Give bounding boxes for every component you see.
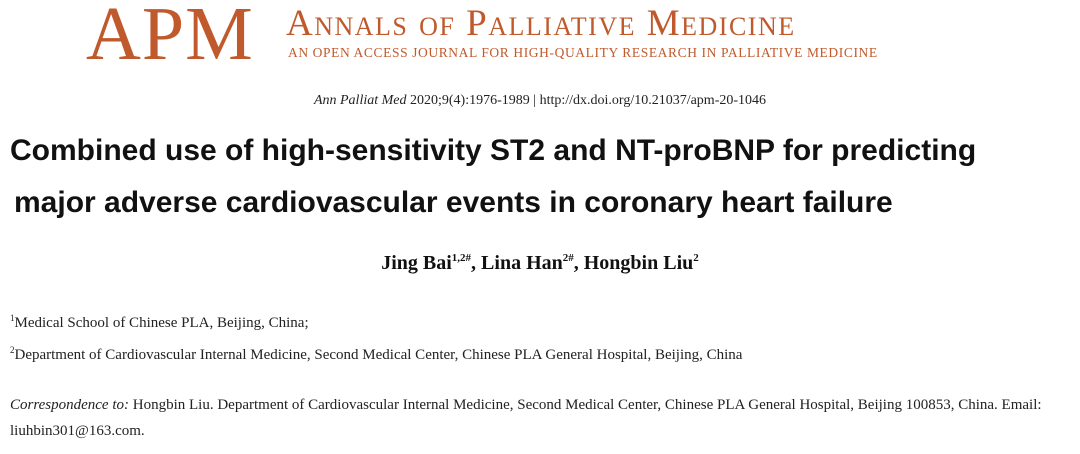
author-separator: , bbox=[471, 252, 482, 274]
affiliation-item: 1Medical School of Chinese PLA, Beijing,… bbox=[10, 313, 309, 333]
affiliation-item: 2Department of Cardiovascular Internal M… bbox=[10, 345, 742, 365]
journal-masthead: APM Annals of Palliative Medicine AN OPE… bbox=[86, 0, 986, 80]
author-name: Lina Han bbox=[481, 252, 563, 274]
journal-name: Annals of Palliative Medicine bbox=[286, 3, 796, 44]
paper-title-line-1: Combined use of high-sensitivity ST2 and… bbox=[10, 134, 977, 167]
citation-details: 2020;9(4):1976-1989 | http://dx.doi.org/… bbox=[406, 93, 767, 108]
author-affiliation-marker: 2 bbox=[693, 252, 699, 264]
journal-tagline: AN OPEN ACCESS JOURNAL FOR HIGH-QUALITY … bbox=[288, 45, 878, 60]
author-name: Jing Bai bbox=[381, 252, 452, 274]
author-name: Hongbin Liu bbox=[583, 252, 694, 274]
correspondence-text: Hongbin Liu. Department of Cardiovascula… bbox=[10, 397, 1042, 439]
author-affiliation-marker: 1,2# bbox=[451, 252, 472, 264]
citation-line: Ann Palliat Med 2020;9(4):1976-1989 | ht… bbox=[0, 92, 1080, 110]
author-separator: , bbox=[573, 252, 584, 274]
affiliation-number: 1 bbox=[10, 313, 15, 323]
author-list: Jing Bai1,2#, Lina Han2#, Hongbin Liu2 bbox=[0, 250, 1080, 276]
correspondence-note: Correspondence to: Hongbin Liu. Departme… bbox=[10, 392, 1070, 444]
affiliation-number: 2 bbox=[10, 345, 15, 355]
affiliation-text: Medical School of Chinese PLA, Beijing, … bbox=[14, 315, 309, 331]
paper-title-line-2: major adverse cardiovascular events in c… bbox=[14, 186, 893, 219]
correspondence-label: Correspondence to: bbox=[10, 397, 130, 413]
affiliation-text: Department of Cardiovascular Internal Me… bbox=[14, 347, 743, 363]
journal-logo: APM bbox=[86, 0, 254, 76]
author-affiliation-marker: 2# bbox=[562, 252, 574, 264]
citation-journal: Ann Palliat Med bbox=[313, 93, 407, 108]
